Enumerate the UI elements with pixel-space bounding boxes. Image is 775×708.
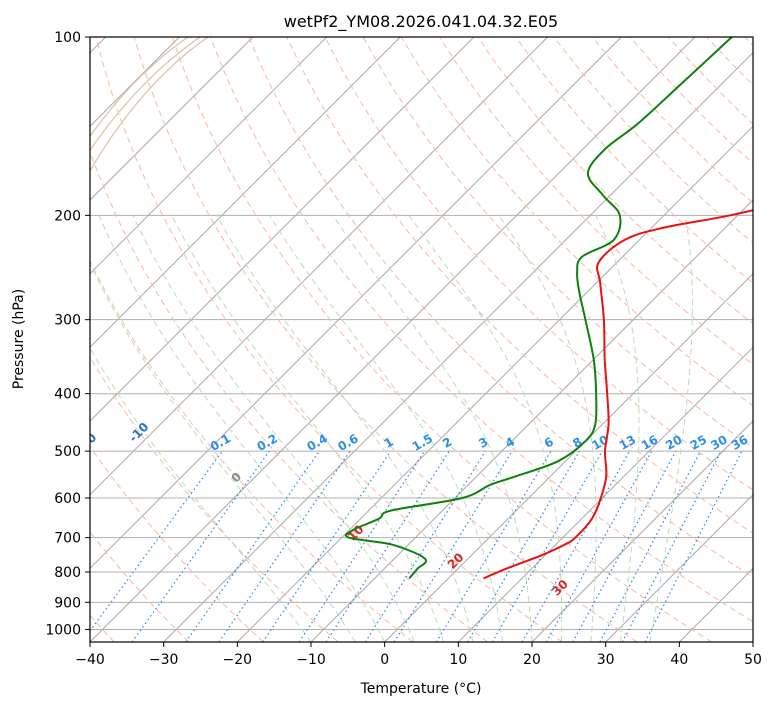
isotherm-10 — [457, 346, 753, 642]
mixing-ratio-line — [393, 450, 513, 642]
x-tick-label: 30 — [597, 652, 615, 668]
isotherm--100 — [90, 37, 254, 201]
dry-adiabat — [248, 37, 753, 578]
y-axis-label: Pressure (hPa) — [11, 289, 27, 389]
profiles — [344, 37, 753, 580]
mixing-ratio-line — [298, 450, 425, 642]
dry-adiabat — [515, 37, 753, 284]
x-tick-label: −40 — [75, 652, 105, 668]
moist-adiabat — [171, 215, 445, 642]
isotherm--80 — [90, 37, 401, 349]
mixing-ratio-line — [435, 450, 552, 642]
temperature-line — [483, 209, 753, 580]
x-tick-label: 20 — [523, 652, 541, 668]
isotherm--30 — [163, 51, 753, 642]
reference-arc-0 — [90, 37, 189, 138]
x-tick-label: 40 — [670, 652, 688, 668]
mixing-ratio-line — [466, 450, 580, 642]
isotherm-0 — [384, 272, 753, 642]
y-tick-label: 700 — [54, 531, 81, 547]
mixing-ratio-line — [364, 450, 486, 642]
moist-adiabat — [269, 215, 503, 642]
background-lines — [90, 37, 753, 642]
y-tick-label: 200 — [54, 208, 81, 224]
mixing-ratio-line — [572, 450, 677, 642]
isotherm--20 — [236, 125, 753, 642]
x-axis: −40 −30 −20 −10 0 10 20 30 40 50 — [75, 642, 762, 668]
dry-adiabat — [324, 37, 753, 491]
moist-adiabat — [90, 347, 312, 642]
y-tick-label: 900 — [54, 595, 81, 611]
x-tick-label: −30 — [149, 652, 179, 668]
x-tick-label: −10 — [296, 652, 326, 668]
mixing-ratio-line — [131, 450, 270, 642]
reference-arc-1 — [90, 37, 201, 152]
dry-adiabat — [171, 37, 712, 642]
isotherm-20 — [531, 420, 753, 642]
dry-adiabat — [95, 37, 563, 642]
dry-adiabat — [133, 37, 638, 642]
moist-adiabat — [216, 215, 474, 642]
isotherm-30 — [605, 493, 753, 642]
x-tick-label: −20 — [223, 652, 253, 668]
y-tick-label: 800 — [54, 565, 81, 581]
y-tick-label: 600 — [54, 491, 81, 507]
y-tick-label: 1000 — [45, 622, 81, 638]
dry-adiabat — [90, 445, 264, 642]
dewpoint-line — [344, 37, 733, 580]
moist-adiabat — [332, 215, 533, 642]
x-tick-label: 10 — [449, 652, 467, 668]
y-tick-label: 400 — [54, 387, 81, 403]
chart-title: wetPf2_YM08.2026.041.04.32.E05 — [284, 12, 558, 32]
isotherm--40 — [90, 37, 696, 642]
dry-adiabat-label: -20 — [74, 430, 99, 455]
y-tick-label: 100 — [54, 30, 81, 46]
isotherm--60 — [90, 37, 549, 496]
y-tick-label: 300 — [54, 313, 81, 329]
mixing-ratio-line — [491, 450, 603, 642]
mixing-ratio-line — [185, 450, 320, 642]
mixing-ratio-line — [325, 450, 450, 642]
dry-adiabat — [90, 259, 414, 642]
isotherm--90 — [90, 37, 328, 275]
reference-arc-2 — [90, 37, 209, 173]
y-tick-label: 500 — [54, 444, 81, 460]
moist-adiabat — [649, 215, 693, 642]
moist-adiabat — [408, 215, 563, 642]
isotherm--70 — [90, 37, 475, 422]
y-axis: 100 200 300 400 500 600 700 800 900 1000 — [45, 30, 90, 638]
plot-frame — [89, 36, 754, 643]
moist-adiabat — [595, 215, 640, 642]
x-axis-label: Temperature (°C) — [360, 681, 482, 697]
mixing-ratio-line — [545, 450, 653, 642]
moist-adiabat — [132, 215, 415, 642]
x-tick-label: 0 — [380, 652, 389, 668]
isotherm--50 — [90, 37, 622, 570]
moist-adiabat — [98, 215, 386, 642]
dry-adiabat — [210, 37, 753, 623]
dry-adiabat — [286, 37, 753, 534]
moist-adiabat — [90, 262, 356, 642]
mixing-ratio-line — [521, 450, 631, 642]
x-tick-label: 50 — [744, 652, 762, 668]
